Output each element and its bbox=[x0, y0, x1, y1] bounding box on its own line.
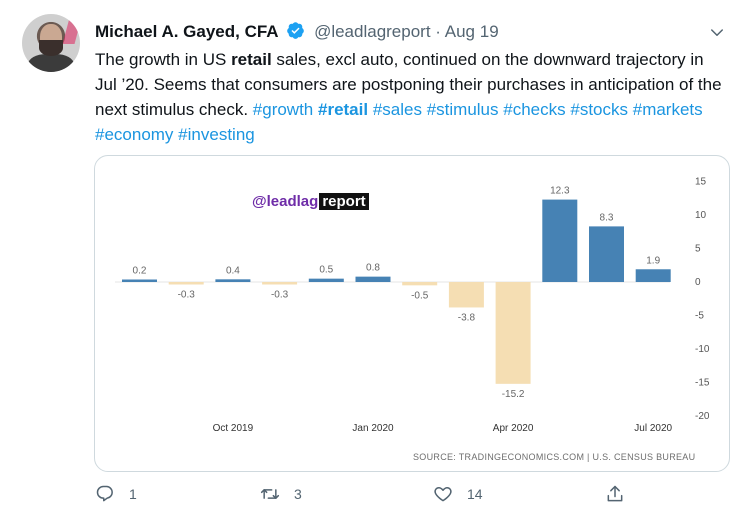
author-handle[interactable]: @leadlagreport bbox=[314, 22, 431, 41]
retweet-count: 3 bbox=[294, 486, 302, 502]
reply-count: 1 bbox=[129, 486, 137, 502]
tweet-text: The growth in US retail sales, excl auto… bbox=[95, 47, 725, 147]
chart-bar bbox=[308, 278, 344, 282]
bar-chart: 0.2 -0.3 0.4 -0.3 0.5 0.8 -0.5 -3.8 -15.2 12.3 8.3… bbox=[115, 177, 710, 434]
y-tick-label: -15 bbox=[695, 378, 710, 389]
data-label: -0.3 bbox=[178, 290, 196, 301]
chart-bar bbox=[448, 282, 484, 308]
action-bar: 1 3 14 bbox=[95, 484, 735, 508]
verified-badge-icon bbox=[286, 21, 305, 46]
data-label: -15.2 bbox=[502, 389, 525, 400]
like-button[interactable]: 14 bbox=[433, 484, 483, 504]
y-tick-label: 0 bbox=[695, 277, 701, 288]
x-tick-label: Oct 2019 bbox=[213, 423, 254, 434]
tweet-date[interactable]: Aug 19 bbox=[444, 22, 499, 41]
tweet-text-bold: retail bbox=[231, 50, 272, 69]
hashtag-link[interactable]: #investing bbox=[178, 125, 255, 144]
x-tick-label: Jan 2020 bbox=[352, 423, 394, 434]
chart-bar bbox=[355, 276, 391, 282]
hashtag-link[interactable]: #stocks bbox=[570, 100, 628, 119]
data-label: -0.5 bbox=[411, 290, 429, 301]
x-tick-label: Apr 2020 bbox=[493, 423, 534, 434]
reply-icon bbox=[96, 485, 113, 502]
hashtag-link[interactable]: #checks bbox=[503, 100, 566, 119]
chart-bar bbox=[168, 282, 204, 285]
data-label: 12.3 bbox=[550, 186, 570, 197]
y-tick-label: -10 bbox=[695, 344, 710, 355]
chart-bar bbox=[635, 269, 671, 282]
chart-card[interactable]: 0.2 -0.3 0.4 -0.3 0.5 0.8 -0.5 -3.8 -15.2 12.3 8.3… bbox=[94, 155, 730, 472]
y-tick-label: 5 bbox=[695, 244, 701, 255]
reply-button[interactable]: 1 bbox=[95, 484, 137, 504]
like-count: 14 bbox=[467, 486, 483, 502]
data-label: 8.3 bbox=[600, 212, 614, 223]
hashtag-link[interactable]: #stimulus bbox=[426, 100, 499, 119]
heart-icon bbox=[434, 487, 452, 502]
chart-bar bbox=[542, 199, 578, 282]
share-button[interactable] bbox=[605, 484, 639, 504]
watermark-prefix: @leadlag bbox=[252, 193, 319, 210]
y-tick-label: 15 bbox=[695, 177, 707, 188]
tweet-text-segment: sales, excl auto, continued on the downw… bbox=[95, 50, 722, 119]
x-tick-label: Jul 2020 bbox=[634, 423, 672, 434]
hashtag-link[interactable]: #economy bbox=[95, 125, 174, 144]
chart-bar bbox=[122, 279, 157, 282]
author-name[interactable]: Michael A. Gayed, CFA bbox=[95, 22, 279, 41]
chevron-down-icon[interactable] bbox=[708, 24, 726, 42]
y-tick-label: 10 bbox=[695, 210, 707, 221]
share-icon bbox=[607, 485, 623, 502]
y-tick-label: -20 bbox=[695, 411, 710, 422]
data-label: 0.2 bbox=[133, 266, 147, 277]
separator-dot: · bbox=[435, 22, 441, 41]
watermark: @leadlag report bbox=[252, 193, 369, 210]
chart-bar bbox=[262, 282, 298, 285]
data-label: 1.9 bbox=[646, 255, 660, 266]
tweet-text-segment: The growth in US bbox=[95, 50, 232, 69]
data-label: -3.8 bbox=[458, 312, 476, 323]
chart-source: SOURCE: TRADINGECONOMICS.COM | U.S. CENS… bbox=[413, 452, 696, 462]
data-label: 0.4 bbox=[226, 265, 240, 276]
avatar[interactable] bbox=[22, 14, 80, 72]
chart-bar bbox=[215, 279, 251, 282]
retweet-icon bbox=[260, 489, 280, 499]
y-tick-label: -5 bbox=[695, 311, 704, 322]
tweet-header: Michael A. Gayed, CFA @leadlagreport · A… bbox=[95, 21, 499, 46]
watermark-suffix: report bbox=[319, 193, 369, 210]
data-label: 0.8 bbox=[366, 263, 380, 274]
chart-bar bbox=[589, 226, 624, 282]
hashtag-link[interactable]: #growth bbox=[252, 100, 314, 119]
chart-bar bbox=[495, 282, 531, 384]
retweet-button[interactable]: 3 bbox=[260, 484, 302, 504]
hashtag-link[interactable]: #markets bbox=[632, 100, 703, 119]
hashtag-link[interactable]: #sales bbox=[372, 100, 422, 119]
chart-bar bbox=[402, 282, 438, 286]
data-label: 0.5 bbox=[319, 265, 333, 276]
hashtag-link[interactable]: #retail bbox=[318, 100, 369, 119]
data-label: -0.3 bbox=[271, 290, 289, 301]
